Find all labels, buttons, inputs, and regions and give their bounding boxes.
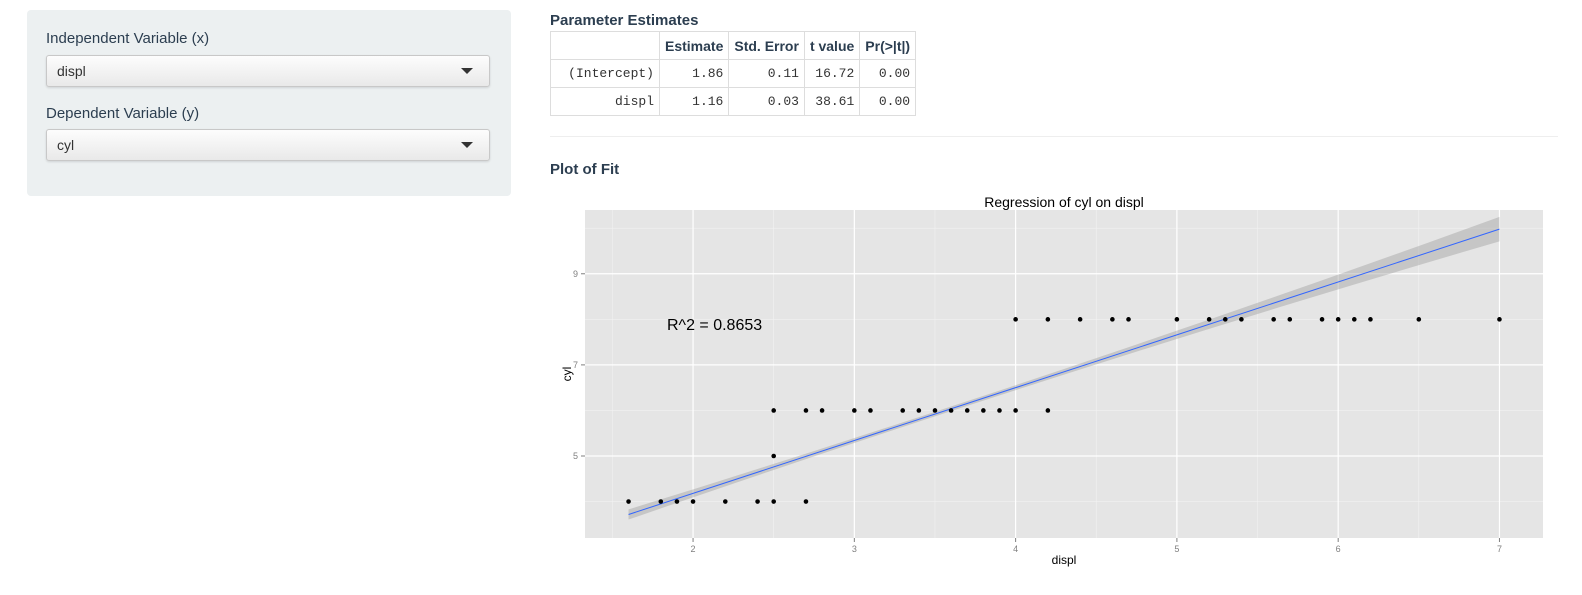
x-tick-label: 2 (691, 544, 696, 554)
data-point (626, 499, 631, 504)
y-tick-label: 7 (573, 360, 578, 370)
data-point (771, 408, 776, 413)
data-point (1368, 317, 1373, 322)
sidebar-panel: Independent Variable (x) displ Dependent… (27, 10, 511, 196)
plot-panel (585, 210, 1543, 538)
table-cell: 0.11 (728, 59, 805, 88)
header-cell (550, 31, 660, 60)
table-cell: 0.03 (728, 87, 805, 116)
data-point (852, 408, 857, 413)
data-point (771, 453, 776, 459)
x-tick-label: 4 (1013, 544, 1018, 554)
data-point (900, 408, 906, 413)
data-point (755, 499, 760, 504)
x-variable-select[interactable]: displ (46, 55, 490, 87)
data-point (1239, 317, 1244, 322)
data-point (803, 408, 809, 413)
fit-plot: Regression of cyl on displ 2 3 4 5 6 7 5 7 9 R^2… (560, 194, 1543, 567)
y-tick-label: 9 (573, 269, 578, 279)
y-tick-label: 5 (573, 451, 578, 461)
x-variable-label: Independent Variable (x) (46, 30, 210, 47)
header-cell: t value (803, 31, 861, 60)
data-point (1077, 317, 1083, 322)
data-point (1045, 408, 1051, 413)
table-row: displ 1.16 0.03 38.61 0.00 (550, 87, 917, 116)
data-point (868, 408, 873, 413)
y-variable-select[interactable]: cyl (46, 129, 490, 161)
data-point (803, 499, 809, 504)
chevron-down-icon (461, 68, 473, 74)
data-point (674, 499, 680, 504)
table-cell: 0.00 (859, 87, 917, 116)
data-point (819, 408, 825, 413)
x-variable-value: displ (57, 63, 86, 79)
table-cell: 0.00 (859, 59, 917, 88)
x-tick-label: 7 (1497, 544, 1502, 554)
table-row: (Intercept) 1.86 0.11 16.72 0.00 (550, 59, 917, 88)
data-point (1319, 317, 1325, 322)
data-point (997, 408, 1002, 413)
divider (550, 136, 1558, 137)
y-variable-label: Dependent Variable (y) (46, 105, 200, 122)
data-point (981, 408, 986, 413)
table-header-row: Estimate Std. Error t value Pr(>|t|) (550, 31, 917, 60)
data-point (1110, 317, 1115, 322)
data-point (1013, 317, 1018, 322)
y-axis-label: cyl (560, 367, 574, 382)
x-tick-label: 5 (1174, 544, 1179, 554)
data-point (723, 499, 728, 504)
estimates-table: Estimate Std. Error t value Pr(>|t|) (In… (550, 31, 917, 116)
plot-section-title: Plot of Fit (550, 161, 620, 178)
data-point (1174, 317, 1180, 322)
data-point (932, 408, 938, 413)
confidence-band (628, 216, 1500, 520)
data-point (1206, 317, 1212, 322)
x-tick-label: 6 (1336, 544, 1341, 554)
data-point (1222, 317, 1228, 322)
y-variable-value: cyl (57, 137, 75, 153)
chart-title: Regression of cyl on displ (984, 194, 1144, 210)
table-cell: 1.86 (658, 59, 730, 88)
chevron-down-icon (461, 142, 473, 148)
data-point (916, 408, 922, 413)
data-point (1335, 317, 1341, 322)
header-cell: Std. Error (728, 31, 805, 60)
data-point (1497, 317, 1502, 322)
table-cell: 16.72 (803, 59, 861, 88)
header-cell: Pr(>|t|) (859, 31, 917, 60)
data-point (771, 499, 776, 504)
data-point (1287, 317, 1293, 322)
data-point (1013, 408, 1018, 413)
data-point (964, 408, 970, 413)
table-cell: displ (550, 87, 660, 116)
data-point (948, 408, 954, 413)
x-tick-label: 3 (852, 544, 857, 554)
table-cell: 38.61 (803, 87, 861, 116)
data-point (658, 499, 664, 504)
estimates-title: Parameter Estimates (550, 12, 699, 29)
data-point (1416, 317, 1422, 322)
table-cell: (Intercept) (550, 59, 660, 88)
table-cell: 1.16 (658, 87, 730, 116)
data-point (1126, 317, 1131, 322)
data-point (1352, 317, 1357, 322)
fit-line (628, 228, 1500, 515)
r-squared-annotation: R^2 = 0.8653 (667, 317, 762, 334)
header-cell: Estimate (658, 31, 730, 60)
data-point (690, 499, 696, 504)
data-point (1271, 317, 1276, 322)
x-axis-label: displ (1052, 553, 1077, 567)
data-point (1045, 317, 1051, 322)
